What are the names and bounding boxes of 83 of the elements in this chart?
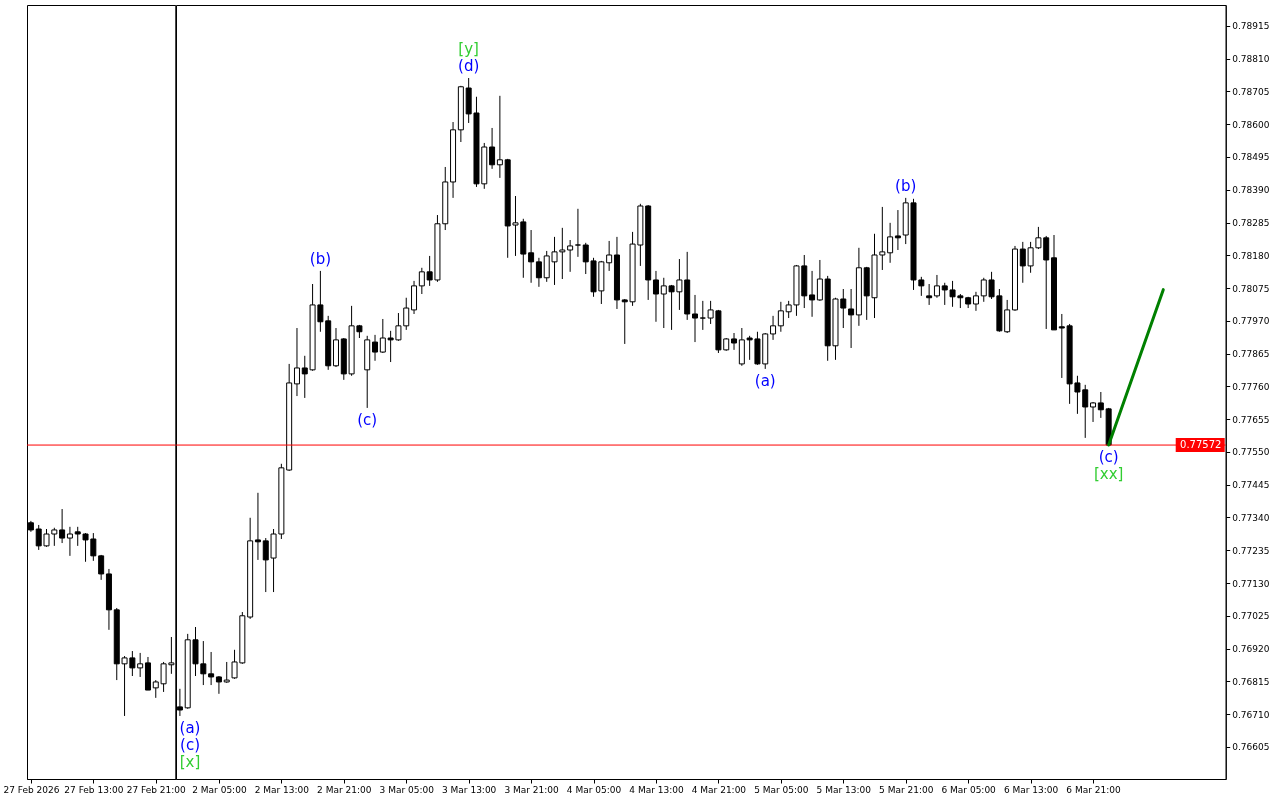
x-tick-label: 2 Mar 21:00: [317, 784, 372, 795]
y-tick-label: 0.77025: [1232, 611, 1270, 622]
annotation: [xx]: [1093, 465, 1124, 484]
y-tick-label: 0.78705: [1232, 86, 1270, 97]
y-tick-label: 0.76815: [1232, 676, 1270, 687]
x-tick-label: 4 Mar 05:00: [566, 784, 622, 795]
candlestick: [692, 294, 698, 343]
x-tick-label: 27 Feb 2026: [3, 784, 60, 795]
candlestick: [496, 95, 503, 179]
x-tick-label: 4 Mar 21:00: [691, 784, 747, 795]
candlestick: [731, 332, 738, 351]
candlestick: [887, 222, 894, 264]
annotation: (c): [357, 410, 378, 429]
candlestick: [770, 315, 777, 341]
x-tick-label: 5 Mar 21:00: [879, 784, 934, 795]
y-tick-label: 0.77550: [1232, 447, 1270, 458]
y-tick-label: 0.78075: [1232, 283, 1270, 294]
y-tick-label: 0.78915: [1232, 21, 1270, 32]
annotation: [y]: [458, 40, 479, 59]
y-tick-label: 0.77235: [1232, 545, 1270, 556]
y-tick-label: 0.77340: [1232, 512, 1270, 523]
candlestick: [567, 239, 574, 273]
annotation: [x]: [179, 752, 201, 771]
y-tick-label: 0.78810: [1232, 54, 1270, 65]
candlestick: [66, 526, 73, 557]
annotation: (b): [895, 176, 917, 195]
candlestick: [926, 283, 933, 306]
annotation: (a): [754, 371, 776, 390]
candlestick: [848, 288, 855, 349]
candlestick: [535, 257, 542, 288]
x-tick-label: 5 Mar 13:00: [816, 784, 872, 795]
annotation: (b): [309, 249, 331, 268]
y-tick-label: 0.76605: [1232, 742, 1270, 753]
x-tick-label: 3 Mar 21:00: [504, 784, 560, 795]
candlestick: [208, 651, 215, 686]
candlestick: [933, 274, 940, 299]
x-tick-label: 3 Mar 05:00: [379, 784, 435, 795]
candlestick: [777, 301, 784, 333]
candlestick: [574, 208, 581, 258]
y-tick-label: 0.78600: [1232, 119, 1270, 130]
annotation: (a): [179, 718, 201, 737]
y-tick-label: 0.77760: [1232, 381, 1270, 392]
y-tick-label: 0.77655: [1232, 414, 1270, 425]
y-tick-label: 0.76710: [1232, 709, 1270, 720]
x-tick-label: 2 Mar 05:00: [192, 784, 247, 795]
y-tick-label: 0.77970: [1232, 316, 1270, 327]
annotation: (c): [180, 735, 200, 754]
ref-line-label: 0.77572: [1180, 439, 1222, 451]
x-tick-label: 4 Mar 13:00: [629, 784, 684, 795]
y-tick-label: 0.78390: [1232, 185, 1270, 196]
annotation: (d): [458, 57, 480, 76]
y-tick-label: 0.78180: [1232, 250, 1270, 261]
candlestick: [809, 270, 816, 318]
x-tick-label: 6 Mar 21:00: [1066, 784, 1121, 795]
x-tick-label: 27 Feb 21:00: [126, 784, 187, 795]
candlestick: [254, 492, 261, 561]
candlestick: [59, 508, 66, 544]
y-tick-label: 0.78495: [1232, 152, 1270, 163]
candlestick: [972, 291, 979, 312]
candlestick: [489, 127, 496, 170]
x-tick-label: 6 Mar 13:00: [1003, 784, 1059, 795]
candlestick: [215, 675, 222, 695]
candlestick: [372, 334, 379, 362]
candlestick: [816, 259, 823, 302]
y-tick-label: 0.76920: [1232, 644, 1270, 655]
candlestick: [98, 554, 105, 581]
y-tick-label: 0.77130: [1232, 578, 1270, 589]
candlestick: [894, 209, 901, 251]
candlestick: [528, 229, 535, 284]
candlestick: [606, 240, 613, 272]
y-tick-label: 0.77865: [1232, 349, 1270, 360]
x-tick-label: 3 Mar 13:00: [441, 784, 497, 795]
x-tick-label: 2 Mar 13:00: [254, 784, 310, 795]
x-tick-label: 5 Mar 05:00: [754, 784, 809, 795]
x-tick-label: 6 Mar 05:00: [941, 784, 997, 795]
y-tick-label: 0.77445: [1232, 480, 1270, 491]
candlestick: [699, 300, 706, 331]
y-tick-label: 0.78285: [1232, 218, 1270, 229]
candlestick: [293, 327, 300, 397]
x-tick-label: 27 Feb 13:00: [64, 784, 124, 795]
candlestick: [652, 270, 659, 323]
candlestick: [223, 661, 230, 684]
annotation: (c): [1098, 448, 1119, 467]
